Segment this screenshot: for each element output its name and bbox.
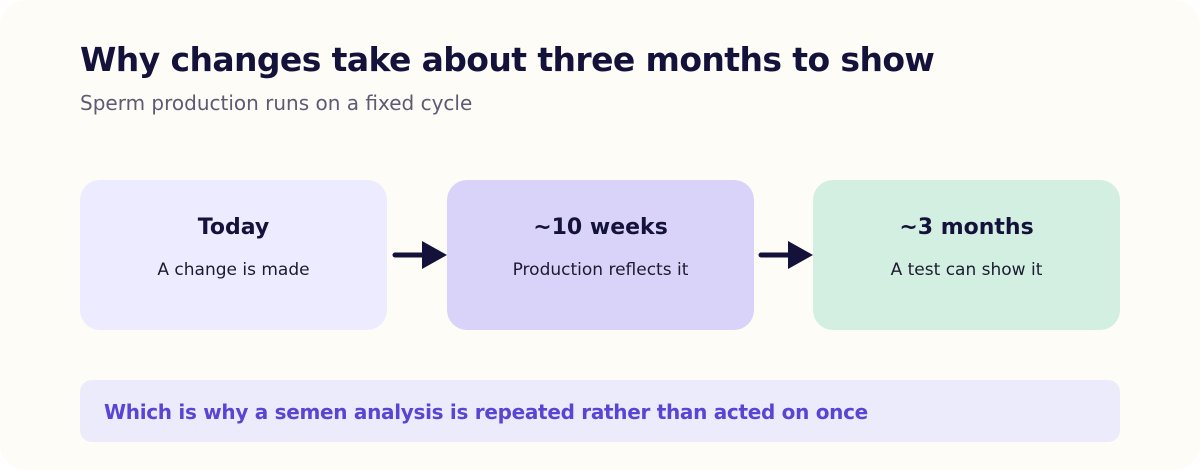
page-title: Why changes take about three months to s… <box>80 40 935 79</box>
step-ten-weeks: ~10 weeks Production reflects it <box>447 180 754 330</box>
arrow-right-icon <box>392 241 447 269</box>
page-subtitle: Sperm production runs on a fixed cycle <box>80 91 473 115</box>
note-text: Which is why a semen analysis is repeate… <box>104 400 868 424</box>
step-description: Production reflects it <box>512 260 689 280</box>
step-today: Today A change is made <box>80 180 387 330</box>
step-description: A test can show it <box>890 260 1043 280</box>
step-description: A change is made <box>157 260 310 280</box>
arrow-right-icon <box>758 241 813 269</box>
step-three-months: ~3 months A test can show it <box>813 180 1120 330</box>
step-label: ~3 months <box>899 215 1034 240</box>
step-label: ~10 weeks <box>533 215 668 240</box>
step-label: Today <box>197 215 270 240</box>
note-box: Which is why a semen analysis is repeate… <box>80 380 1120 442</box>
